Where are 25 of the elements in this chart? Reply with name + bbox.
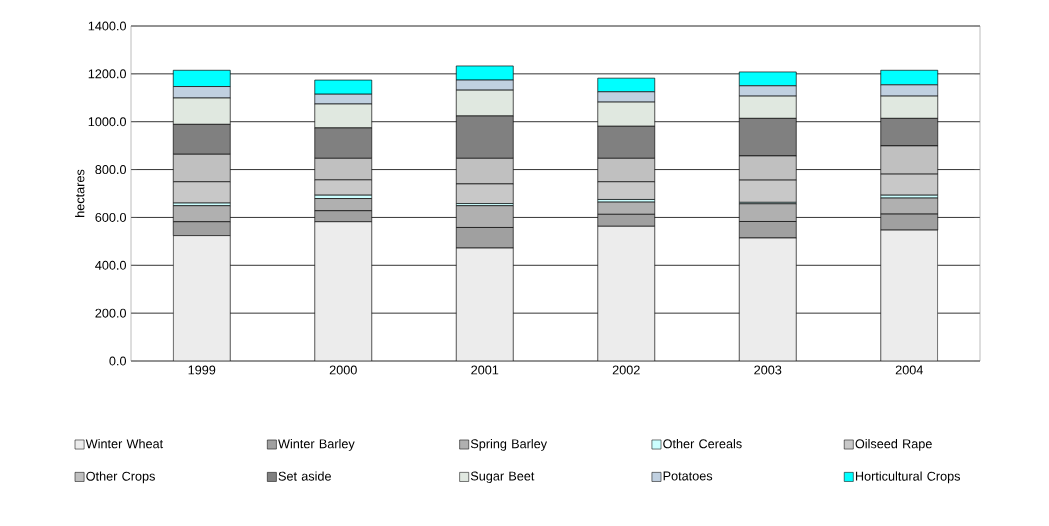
x-tick-label: 2004 <box>895 365 923 375</box>
legend-label: Other Cereals <box>663 438 742 449</box>
legend-label: Sugar Beet <box>470 471 535 484</box>
legend-label: Horticultural Crops <box>855 471 961 484</box>
legend-label: Set aside <box>278 471 331 481</box>
x-tick-label: 2002 <box>612 365 640 375</box>
legend-label: Winter Wheat <box>85 438 164 449</box>
x-tick-label: 2000 <box>329 365 357 375</box>
y-tick-label: 800.0 <box>95 165 127 175</box>
y-tick-label: 200.0 <box>95 308 127 318</box>
legend-label: Other Crops <box>86 471 155 484</box>
legend-label: Winter Barley <box>278 438 355 451</box>
x-tick-label: 2001 <box>471 365 499 375</box>
y-axis-title: hectares <box>75 169 85 217</box>
x-tick-label: 2003 <box>754 365 782 375</box>
legend-label: Oilseed Rape <box>855 438 932 451</box>
legend-label: Potatoes <box>663 471 713 481</box>
legend-label: Spring Barley <box>470 438 548 451</box>
y-tick-label: 1000.0 <box>88 117 127 127</box>
y-tick-label: 600.0 <box>95 212 127 222</box>
x-tick-label: 1999 <box>188 365 216 375</box>
y-tick-label: 0.0 <box>109 356 127 366</box>
y-tick-label: 1200.0 <box>88 69 127 79</box>
y-tick-label: 1400.0 <box>88 21 127 31</box>
y-tick-label: 400.0 <box>95 260 127 270</box>
